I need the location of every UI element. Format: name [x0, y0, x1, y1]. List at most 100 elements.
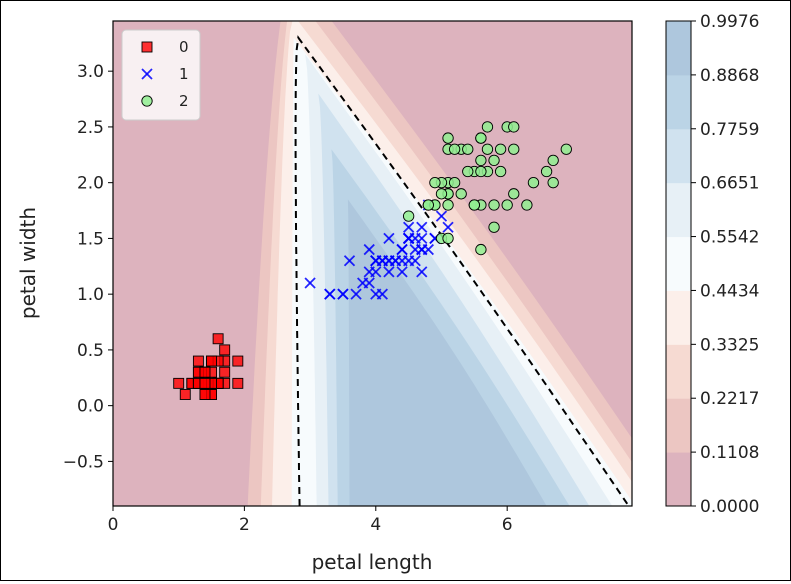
data-point-class-2	[475, 132, 487, 144]
x-axis-label: petal length	[312, 550, 433, 574]
colorbar-tick-label: 0.8868	[700, 66, 759, 86]
data-point-class-1	[337, 288, 349, 300]
data-point-class-2	[547, 154, 559, 167]
data-point-class-0	[192, 355, 204, 367]
data-point-class-0	[232, 377, 244, 389]
data-point-class-1	[324, 288, 336, 300]
y-tick-label: 0.5	[77, 341, 104, 361]
colorbar-band	[666, 452, 691, 507]
x-tick-label: 6	[502, 515, 513, 535]
data-point-class-2	[435, 188, 448, 200]
y-tick-label: 0.0	[77, 397, 104, 417]
data-point-class-2	[429, 177, 441, 189]
legend-marker-0	[141, 41, 153, 53]
data-point-class-2	[527, 177, 540, 189]
data-point-class-2	[448, 143, 461, 155]
data-point-class-1	[350, 288, 362, 300]
colorbar-tick-label: 0.5542	[700, 228, 759, 248]
colorbar-tick-label: 0.2217	[700, 389, 759, 409]
data-point-class-2	[540, 165, 553, 178]
decision-boundary	[294, 35, 630, 506]
y-tick-label: 2.5	[77, 118, 104, 138]
probability-contours	[113, 21, 632, 506]
colorbar-band	[666, 344, 691, 399]
colorbar-tick-label: 0.6651	[700, 174, 759, 194]
colorbar-band	[666, 182, 691, 238]
data-point-class-1	[343, 255, 356, 267]
colorbar-tick-label: 0.9976	[700, 12, 759, 32]
colorbar-tick-label: 0.4434	[700, 281, 759, 301]
data-point-class-2	[442, 232, 454, 245]
legend-label-0: 0	[179, 38, 189, 56]
data-point-class-1	[376, 288, 388, 300]
y-axis: −0.5 0.0 0.5 1.0 1.5 2.0 2.5 3.0	[63, 62, 113, 472]
data-point-class-2	[442, 199, 454, 211]
data-point-class-2	[448, 177, 461, 189]
colorbar-border	[665, 20, 692, 507]
data-point-class-2	[494, 165, 507, 178]
data-point-class-1	[383, 266, 395, 278]
data-point-class-1	[435, 210, 448, 222]
plot-border	[112, 20, 633, 507]
data-point-class-2	[455, 188, 467, 200]
y-tick-label: 3.0	[77, 62, 104, 82]
data-point-class-1	[396, 266, 408, 278]
data-point-class-2	[501, 199, 513, 211]
colorbar-band	[666, 128, 691, 184]
data-point-class-1	[409, 255, 421, 267]
data-point-class-2	[442, 132, 454, 144]
y-tick-label: 2.0	[77, 174, 104, 194]
data-point-class-1	[370, 266, 382, 278]
x-tick-label: 0	[108, 515, 119, 535]
data-point-class-1	[402, 232, 415, 245]
data-point-class-0	[199, 366, 211, 378]
data-point-class-2	[475, 154, 487, 167]
colorbar-band	[666, 74, 691, 130]
x-tick-label: 2	[239, 515, 250, 535]
colorbar-tick-label: 0.0000	[700, 497, 759, 517]
colorbar-band	[666, 398, 691, 453]
data-point-class-0	[199, 389, 211, 400]
legend-label-2: 2	[179, 92, 189, 110]
x-axis: 0 2 4 6	[108, 506, 513, 535]
data-point-class-1	[422, 243, 434, 256]
data-point-class-2	[547, 177, 559, 189]
data-point-class-0	[199, 377, 211, 389]
data-point-class-2	[494, 143, 507, 155]
legend-box	[121, 29, 201, 121]
data-point-class-2	[481, 121, 494, 133]
data-point-class-2	[508, 188, 520, 200]
data-point-class-2	[475, 243, 487, 256]
data-point-class-1	[416, 221, 428, 233]
data-point-class-2	[560, 143, 572, 155]
colorbar-tick-label: 0.7759	[700, 120, 759, 140]
data-point-class-1	[402, 221, 415, 233]
legend: 0 1 2	[121, 29, 201, 121]
data-point-class-2	[462, 165, 474, 178]
data-point-class-0	[219, 366, 231, 378]
legend-marker-2	[141, 95, 153, 107]
y-tick-label: 1.5	[77, 229, 104, 249]
data-point-class-2	[468, 199, 480, 211]
x-tick-label: 4	[370, 515, 381, 535]
data-point-class-2	[488, 154, 500, 167]
colorbar-tick-label: 0.3325	[700, 335, 759, 355]
colorbar-tick-label: 0.1108	[700, 443, 759, 463]
colorbar-band	[666, 290, 691, 345]
colorbar: 0.0000 0.1108 0.2217 0.3325 0.4434 0.5542 0.66…	[665, 12, 759, 517]
data-point-class-1	[409, 243, 421, 256]
data-point-class-2	[402, 210, 415, 222]
data-point-class-2	[488, 221, 500, 233]
data-point-class-1	[416, 266, 428, 278]
colorbar-band	[666, 236, 691, 291]
scatter-points	[173, 121, 572, 400]
y-axis-label: petal width	[16, 207, 40, 319]
data-point-class-2	[462, 143, 474, 155]
data-point-class-2	[422, 199, 434, 211]
legend-label-1: 1	[179, 65, 189, 83]
data-point-class-1	[376, 255, 388, 267]
legend-marker-1	[141, 68, 153, 80]
y-tick-label: 1.0	[77, 285, 104, 305]
